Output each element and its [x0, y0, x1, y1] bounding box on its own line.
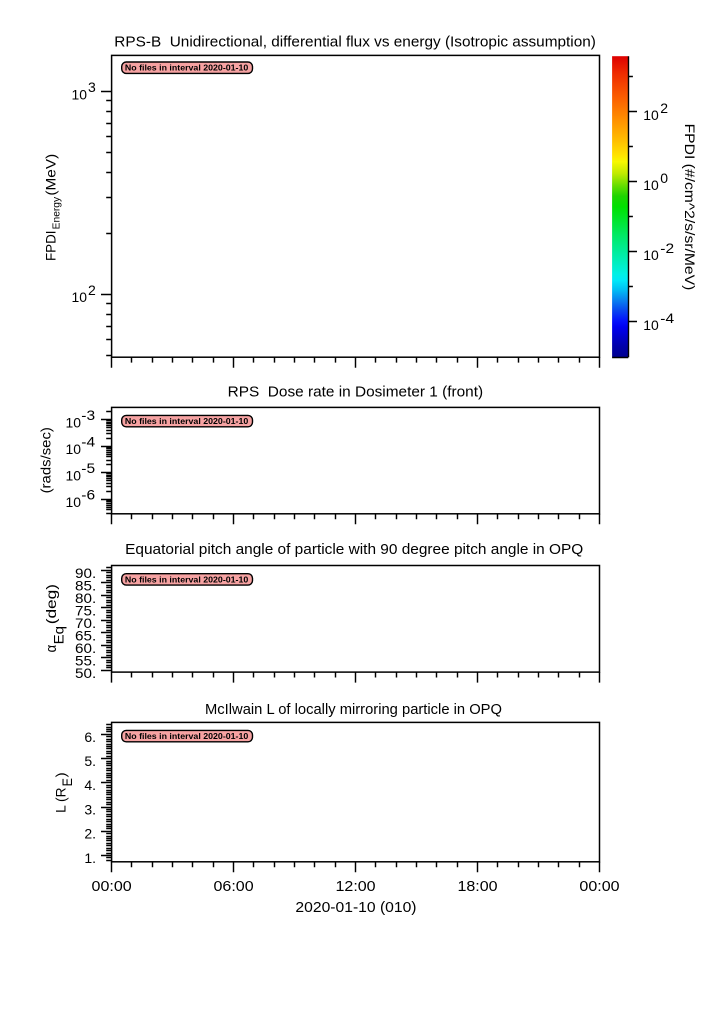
svg-text:3: 3	[88, 79, 96, 95]
svg-text:Eq: Eq	[52, 626, 67, 644]
svg-text:No files in interval 2020-01-1: No files in interval 2020-01-10	[125, 417, 249, 426]
svg-text:4.: 4.	[84, 777, 96, 793]
svg-text:Energy: Energy	[52, 196, 63, 229]
svg-text:50.: 50.	[75, 665, 96, 681]
svg-text:2: 2	[660, 100, 668, 116]
svg-text:10: 10	[66, 414, 82, 430]
svg-text:(deg): (deg)	[43, 584, 59, 624]
svg-text:12:00: 12:00	[336, 879, 376, 895]
svg-text:FPDI (#/cm^2/s/sr/MeV): FPDI (#/cm^2/s/sr/MeV)	[682, 124, 698, 291]
svg-text:10: 10	[66, 494, 82, 510]
svg-text:1.: 1.	[84, 850, 96, 866]
svg-text:85.: 85.	[75, 577, 96, 593]
svg-text:3.: 3.	[84, 801, 96, 817]
svg-text:E: E	[60, 778, 75, 786]
svg-text:(rads/sec): (rads/sec)	[37, 427, 53, 493]
svg-text:6.: 6.	[84, 729, 96, 745]
svg-text:10: 10	[643, 247, 659, 263]
svg-text:No files in interval 2020-01-1: No files in interval 2020-01-10	[125, 575, 249, 584]
svg-text:55.: 55.	[75, 652, 96, 668]
svg-text:0: 0	[660, 170, 668, 186]
svg-text:90.: 90.	[75, 565, 96, 581]
svg-text:McIlwain L of locally mirrorin: McIlwain L of locally mirroring particle…	[205, 702, 502, 718]
svg-text:10: 10	[72, 289, 88, 305]
svg-text:L (R: L (R	[53, 787, 69, 813]
svg-text:RPS Dose rate in Dosimeter 1: RPS Dose rate in Dosimeter 1 (front)	[228, 384, 484, 400]
svg-text:2020-01-10 (010): 2020-01-10 (010)	[295, 900, 416, 916]
svg-text:80.: 80.	[75, 590, 96, 606]
svg-text:-6: -6	[81, 487, 95, 503]
svg-text:2.: 2.	[84, 826, 96, 842]
svg-text:00:00: 00:00	[92, 879, 132, 895]
svg-text:FPDI: FPDI	[43, 231, 59, 262]
svg-text:(MeV): (MeV)	[43, 154, 59, 196]
svg-text:Equatorial pitch angle of part: Equatorial pitch angle of particle with …	[125, 542, 583, 558]
svg-text:RPS-B Unidirectional, differe: RPS-B Unidirectional, differential flux …	[114, 35, 596, 51]
svg-text:No files in interval 2020-01-1: No files in interval 2020-01-10	[125, 64, 249, 73]
svg-text:10: 10	[643, 317, 659, 333]
svg-text:65.: 65.	[75, 627, 96, 643]
svg-text:-2: -2	[660, 240, 674, 256]
svg-text:-4: -4	[81, 434, 95, 450]
svg-text:00:00: 00:00	[579, 879, 619, 895]
svg-text:75.: 75.	[75, 602, 96, 618]
svg-text:2: 2	[88, 282, 96, 298]
svg-text:18:00: 18:00	[457, 879, 497, 895]
svg-text:): )	[53, 772, 69, 777]
svg-text:70.: 70.	[75, 615, 96, 631]
svg-text:10: 10	[643, 107, 659, 123]
svg-text:60.: 60.	[75, 640, 96, 656]
svg-text:5.: 5.	[84, 753, 96, 769]
svg-text:10: 10	[72, 86, 88, 102]
svg-text:10: 10	[66, 467, 82, 483]
svg-text:-5: -5	[81, 460, 95, 476]
svg-text:-3: -3	[81, 407, 95, 423]
svg-text:10: 10	[66, 441, 82, 457]
svg-text:No files in interval 2020-01-1: No files in interval 2020-01-10	[125, 732, 249, 741]
svg-text:α: α	[43, 645, 60, 653]
svg-text:10: 10	[643, 177, 659, 193]
svg-text:06:00: 06:00	[214, 879, 254, 895]
svg-text:-4: -4	[660, 310, 674, 326]
